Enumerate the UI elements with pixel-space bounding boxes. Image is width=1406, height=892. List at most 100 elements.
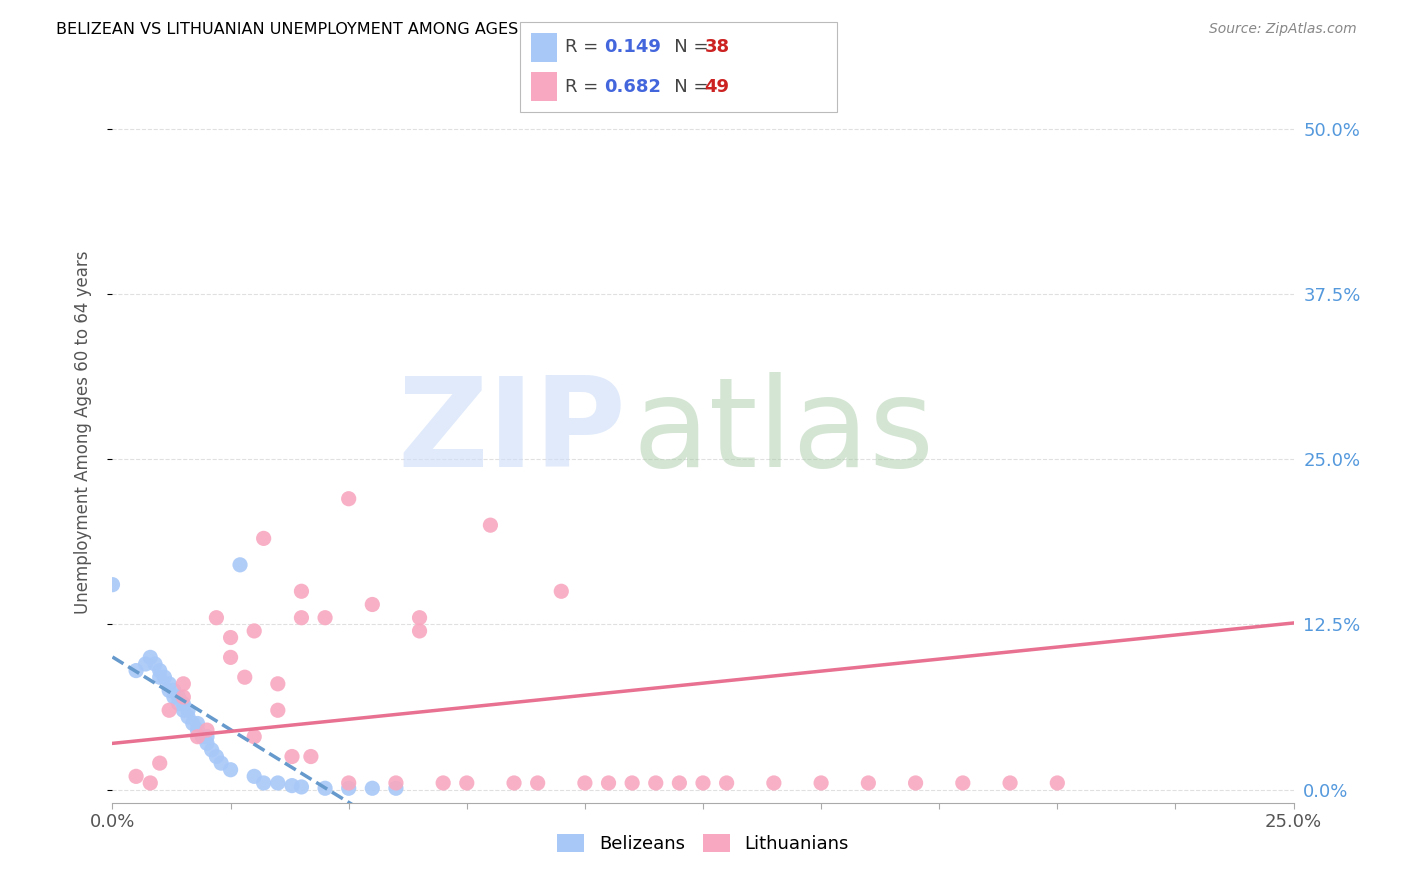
Point (503, 776, 526, 790)
Point (858, 776, 880, 790)
Point (314, 781, 336, 796)
Point (243, 730, 266, 744)
Point (361, 598, 384, 612)
Point (177, 710, 200, 724)
Point (267, 703, 290, 717)
Point (290, 611, 312, 625)
Point (139, 650, 162, 665)
Text: R =: R = (565, 78, 605, 95)
Point (181, 716, 204, 731)
Point (810, 776, 832, 790)
Text: Source: ZipAtlas.com: Source: ZipAtlas.com (1209, 22, 1357, 37)
Point (1046, 776, 1069, 790)
Point (149, 664, 172, 678)
Point (205, 749, 228, 764)
Point (668, 776, 690, 790)
Point (157, 683, 180, 698)
Point (195, 736, 218, 750)
Point (163, 683, 186, 698)
Point (177, 703, 200, 717)
Point (209, 756, 232, 771)
Point (253, 776, 276, 790)
Point (479, 518, 502, 533)
Point (172, 703, 194, 717)
Text: N =: N = (657, 78, 714, 95)
Point (267, 776, 290, 790)
Point (337, 491, 360, 506)
Point (205, 611, 228, 625)
Point (290, 780, 312, 794)
Point (716, 776, 738, 790)
Point (149, 756, 172, 771)
Point (233, 670, 256, 684)
Point (195, 723, 218, 737)
Point (172, 690, 194, 704)
Point (526, 776, 548, 790)
Point (101, 577, 124, 591)
Point (243, 769, 266, 783)
Point (186, 716, 208, 731)
Point (299, 749, 322, 764)
Point (281, 749, 304, 764)
Point (281, 779, 304, 793)
Point (219, 650, 242, 665)
Point (952, 776, 974, 790)
Point (998, 776, 1021, 790)
Text: BELIZEAN VS LITHUANIAN UNEMPLOYMENT AMONG AGES 60 TO 64 YEARS CORRELATION CHART: BELIZEAN VS LITHUANIAN UNEMPLOYMENT AMON… (56, 22, 832, 37)
Point (314, 611, 336, 625)
Point (172, 697, 194, 711)
Point (135, 657, 157, 671)
Point (550, 584, 572, 599)
Point (385, 776, 408, 790)
Point (157, 703, 180, 717)
Text: 49: 49 (704, 78, 730, 95)
Point (149, 670, 172, 684)
Point (125, 769, 148, 783)
Text: atlas: atlas (633, 372, 934, 493)
Point (157, 677, 180, 691)
Point (139, 776, 162, 790)
Point (143, 657, 166, 671)
Point (598, 776, 620, 790)
Point (243, 624, 266, 638)
Text: R =: R = (565, 38, 605, 56)
Point (229, 558, 252, 572)
Text: 0.682: 0.682 (605, 78, 662, 95)
Point (201, 743, 224, 757)
Point (762, 776, 785, 790)
Point (337, 781, 360, 796)
Point (267, 677, 290, 691)
Point (290, 584, 312, 599)
Text: ZIP: ZIP (398, 372, 626, 493)
Point (191, 730, 214, 744)
Point (361, 781, 384, 796)
Point (385, 781, 408, 796)
Point (219, 631, 242, 645)
Point (186, 730, 208, 744)
Point (167, 697, 190, 711)
Point (432, 776, 454, 790)
Point (574, 776, 596, 790)
Point (195, 730, 218, 744)
Point (186, 723, 208, 737)
Point (253, 532, 276, 546)
Point (153, 670, 176, 684)
Y-axis label: Unemployment Among Ages 60 to 64 years: Unemployment Among Ages 60 to 64 years (73, 251, 91, 615)
Text: N =: N = (657, 38, 714, 56)
Text: 38: 38 (704, 38, 730, 56)
Point (172, 677, 194, 691)
Point (904, 776, 927, 790)
Point (408, 624, 430, 638)
Point (644, 776, 666, 790)
Point (621, 776, 644, 790)
Point (692, 776, 714, 790)
Point (167, 690, 190, 704)
Point (219, 763, 242, 777)
Point (163, 690, 186, 704)
Point (125, 664, 148, 678)
Legend: Belizeans, Lithuanians: Belizeans, Lithuanians (550, 827, 856, 861)
Point (456, 776, 478, 790)
Point (337, 776, 360, 790)
Text: 0.149: 0.149 (605, 38, 661, 56)
Point (408, 611, 430, 625)
